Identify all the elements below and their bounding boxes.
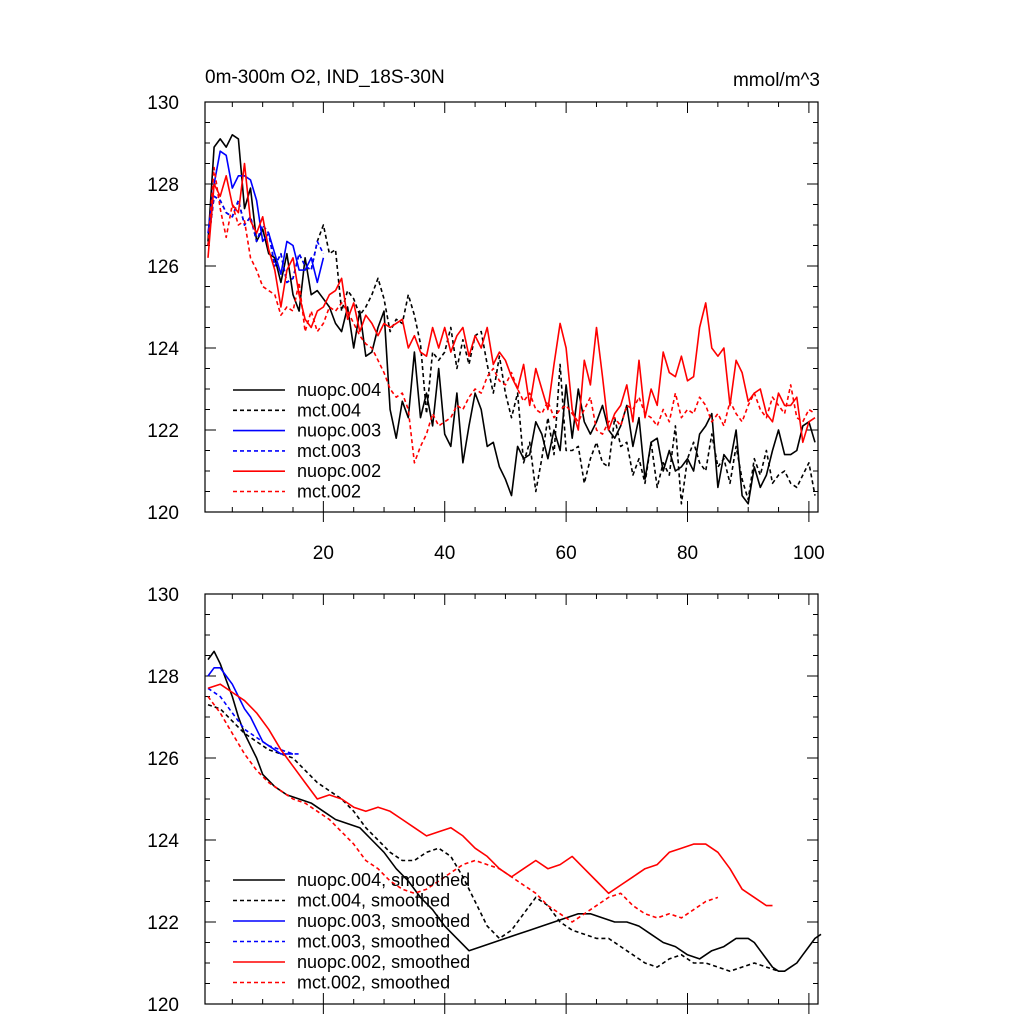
series-line-nuopc-004 (207, 134, 816, 505)
series-line-mct-002-smoothed (207, 696, 719, 923)
y-tick-label: 126 (147, 257, 179, 278)
y-tick-label: 120 (147, 503, 179, 524)
series-line-mct-004-smoothed (207, 703, 779, 973)
chart-title: 0m-300m O2, IND_18S-30N (205, 67, 445, 88)
legend-label: mct.002, smoothed (297, 973, 450, 993)
legend-label: mct.003 (297, 441, 361, 461)
y-tick-label: 124 (147, 339, 179, 360)
legend-label: mct.004 (297, 400, 361, 420)
units-label: mmol/m^3 (733, 70, 820, 91)
legend-label: nuopc.002 (297, 461, 381, 481)
legend-label: nuopc.004 (297, 380, 381, 400)
legend-label: nuopc.002, smoothed (297, 952, 470, 972)
y-tick-label: 126 (147, 749, 179, 770)
y-tick-label: 128 (147, 175, 179, 196)
legend-label: mct.002 (297, 482, 361, 502)
legend-label: nuopc.003 (297, 421, 381, 441)
y-tick-label: 122 (147, 421, 179, 442)
y-tick-label: 122 (147, 913, 179, 934)
y-tick-label: 128 (147, 667, 179, 688)
series-line-mct-002 (207, 166, 816, 464)
series-line-nuopc-003-smoothed (207, 666, 293, 755)
series-line-mct-003-smoothed (207, 687, 300, 755)
y-tick-label: 130 (147, 93, 179, 114)
series-line-nuopc-002 (207, 162, 816, 444)
x-tick-label: 100 (793, 543, 825, 564)
legend-label: mct.003, smoothed (297, 932, 450, 952)
y-tick-label: 130 (147, 585, 179, 606)
y-tick-label: 120 (147, 995, 179, 1016)
y-tick-label: 124 (147, 831, 179, 852)
x-tick-label: 40 (434, 543, 455, 564)
x-tick-label: 80 (677, 543, 698, 564)
legend-label: nuopc.004, smoothed (297, 870, 470, 890)
x-tick-label: 20 (313, 543, 334, 564)
x-tick-label: 60 (556, 543, 577, 564)
legend-label: mct.004, smoothed (297, 891, 450, 911)
series-line-nuopc-002-smoothed (207, 683, 773, 907)
legend-label: nuopc.003, smoothed (297, 911, 470, 931)
